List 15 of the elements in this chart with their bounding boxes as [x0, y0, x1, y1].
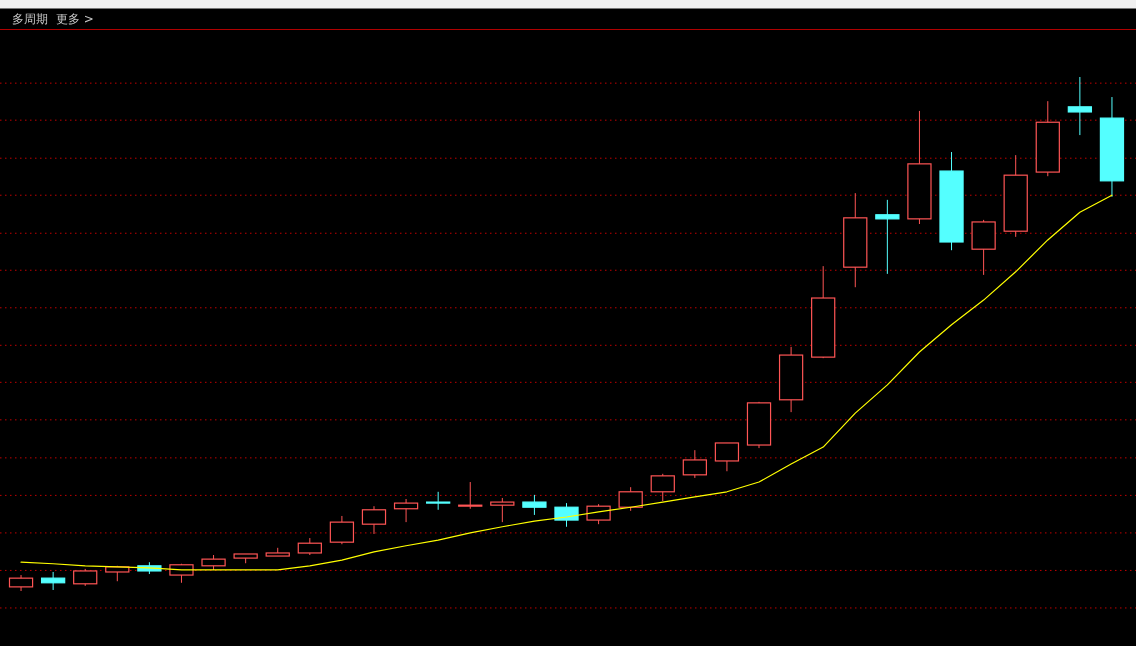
candlestick [329, 515, 355, 545]
candlestick [875, 199, 900, 275]
candlestick [586, 503, 611, 525]
candlestick [682, 449, 707, 479]
candlestick [361, 505, 387, 535]
candlestick [1067, 76, 1093, 136]
candlestick [714, 442, 740, 472]
candlestick [458, 481, 483, 510]
candlestick [650, 473, 675, 502]
candlestick [618, 486, 643, 512]
candlestick [522, 494, 547, 516]
candlestick [490, 497, 515, 523]
candlestick [393, 498, 419, 523]
text: 多周期 [12, 12, 48, 26]
text: 更多 > [56, 12, 94, 26]
